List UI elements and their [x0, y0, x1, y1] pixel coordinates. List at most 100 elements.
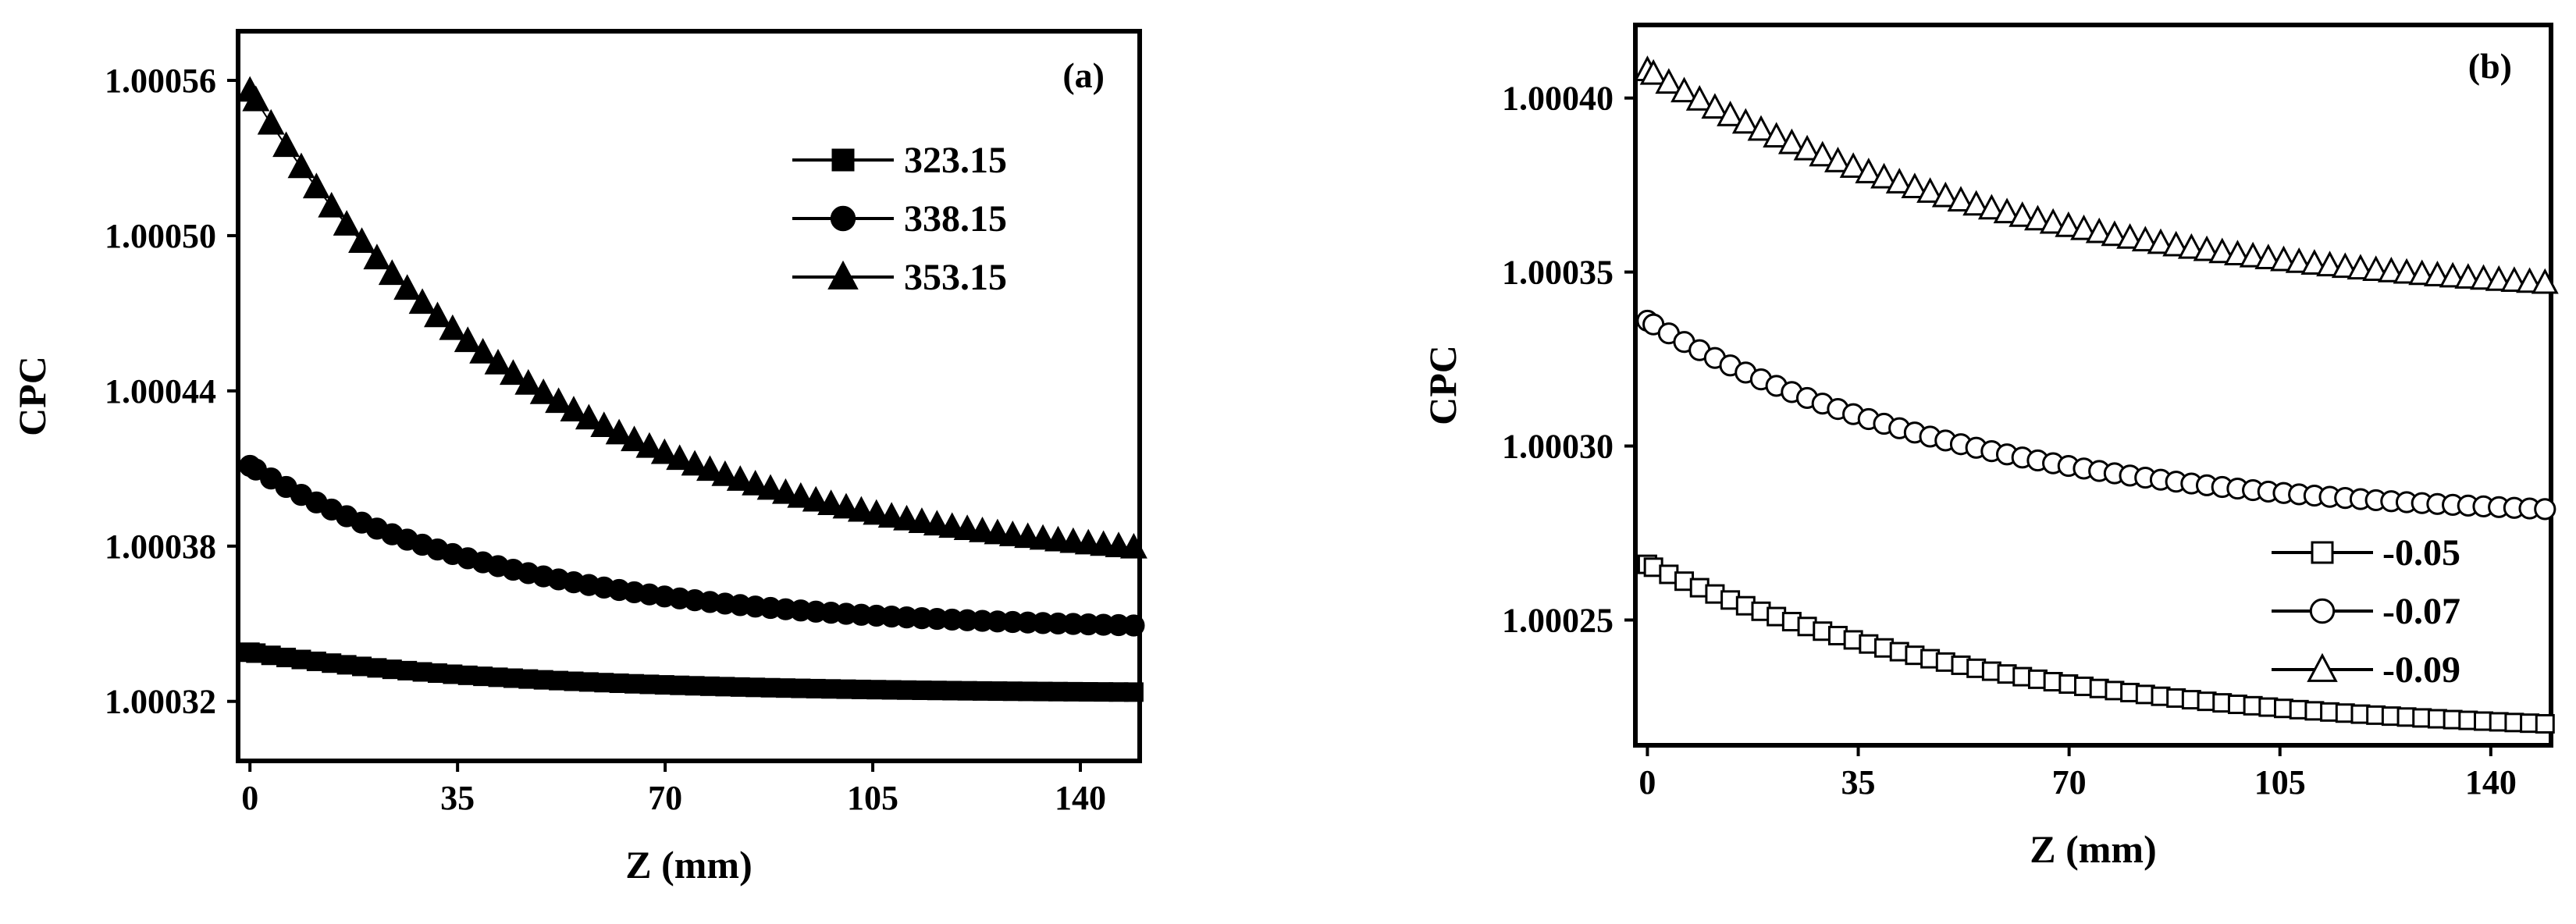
y-tick-label: 1.00038 [105, 528, 216, 566]
data-point [1931, 181, 1959, 208]
data-point [1123, 614, 1145, 637]
data-point [575, 403, 603, 430]
data-point [348, 227, 375, 254]
y-tick-label: 1.00056 [105, 62, 216, 100]
data-point [650, 438, 678, 464]
y-axis-title: CPC [1421, 345, 1464, 425]
y-tick-label: 1.00050 [105, 217, 216, 255]
data-point [1855, 158, 1883, 183]
legend-marker [2311, 541, 2334, 564]
data-point [1962, 190, 1991, 216]
data-point [1717, 101, 1745, 126]
data-point [1777, 128, 1806, 155]
data-point [2177, 233, 2205, 259]
data-point [1809, 140, 1837, 167]
data-point [1901, 172, 1929, 198]
data-point [2423, 261, 2451, 286]
data-point [590, 411, 618, 438]
legend-label: 353.15 [904, 257, 1007, 298]
data-point [2531, 268, 2559, 294]
x-axis-title: Z (mm) [2030, 827, 2156, 871]
data-point [863, 499, 891, 525]
data-point [2070, 214, 2097, 240]
data-point [802, 485, 830, 512]
x-tick-label: 70 [2052, 763, 2087, 801]
data-point [439, 314, 467, 340]
data-point [242, 85, 270, 112]
legend-marker [2309, 598, 2336, 624]
panel-label: (b) [2468, 46, 2512, 86]
y-tick-label: 1.00025 [1502, 601, 1614, 639]
data-point [2534, 498, 2556, 521]
data-point [257, 108, 285, 135]
legend-entry: -0.07 [2272, 591, 2460, 632]
data-point [2101, 220, 2129, 247]
data-point [2193, 235, 2221, 261]
series-circle [1636, 309, 2556, 521]
y-tick-label: 1.00044 [105, 372, 216, 410]
data-point [787, 482, 815, 508]
data-point [1639, 59, 1667, 85]
data-point [1916, 177, 1944, 203]
y-tick-label: 1.00035 [1502, 254, 1614, 292]
data-point [2347, 254, 2375, 280]
data-point [1029, 524, 1057, 550]
series-square [1637, 554, 2555, 734]
legend-entry: 338.15 [792, 198, 1007, 240]
data-point [1839, 152, 1867, 178]
x-tick-label: 140 [1055, 779, 1106, 817]
data-point [1763, 122, 1791, 148]
x-tick-label: 70 [648, 779, 682, 817]
data-point [1701, 93, 1729, 119]
data-point [756, 474, 785, 500]
data-point [877, 502, 906, 528]
data-point [1044, 525, 1072, 552]
data-point [2470, 264, 2497, 290]
data-point [2008, 201, 2037, 227]
data-point [2362, 255, 2390, 281]
series-square [240, 642, 1144, 702]
data-point [893, 504, 921, 531]
y-tick-label: 1.00040 [1502, 80, 1614, 118]
data-point [2393, 258, 2421, 284]
data-point [2439, 261, 2467, 288]
data-point [2116, 222, 2144, 249]
data-point [2331, 252, 2359, 279]
data-point [1977, 194, 2005, 220]
data-point [333, 210, 361, 236]
data-point [499, 359, 527, 386]
legend-marker [827, 260, 859, 290]
data-point [302, 172, 330, 199]
plot-frame [236, 29, 1142, 763]
data-point [2285, 247, 2313, 273]
data-point [2377, 257, 2405, 283]
x-tick-label: 0 [241, 779, 258, 817]
data-point [2300, 249, 2329, 275]
data-point [424, 301, 451, 328]
data-point [908, 507, 936, 533]
data-point [1731, 108, 1759, 134]
data-point [1824, 146, 1852, 172]
data-point [2408, 259, 2436, 286]
data-point [1670, 76, 1698, 103]
data-point [2085, 217, 2113, 243]
data-point [1655, 68, 1683, 94]
data-point [1747, 115, 1775, 141]
legend-entry: -0.09 [2272, 649, 2460, 691]
data-point [2535, 713, 2555, 734]
legend-label: -0.09 [2382, 649, 2460, 691]
series-triangle [1633, 55, 2559, 294]
data-point [817, 489, 845, 516]
legend-entry: 353.15 [792, 257, 1007, 298]
data-point [2270, 245, 2297, 272]
y-tick-label: 1.00030 [1502, 428, 1614, 466]
panel-b: 0 35 70 105 140 1.00025 1.00030 1.00035 1.00040 Z… [1421, 23, 2559, 871]
panel-label: (a) [1062, 55, 1105, 95]
data-point [1885, 168, 1913, 194]
data-point [454, 326, 482, 353]
data-point [2162, 230, 2190, 257]
x-axis-title: Z (mm) [625, 843, 752, 887]
data-point [1119, 532, 1147, 559]
data-point [2454, 263, 2482, 289]
